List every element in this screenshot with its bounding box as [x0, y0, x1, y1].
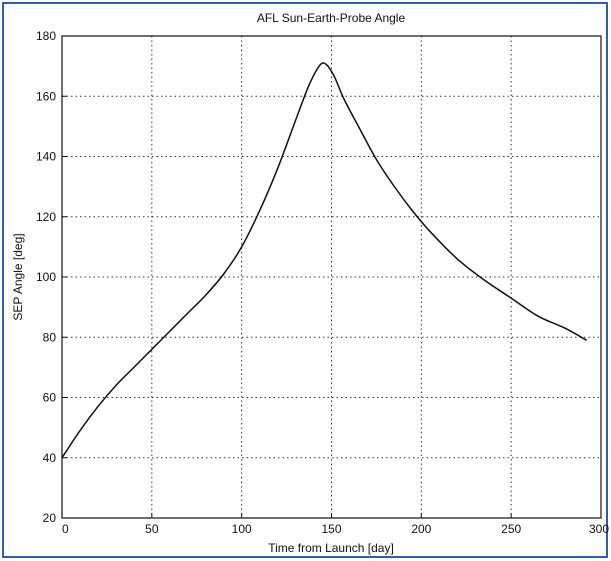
- series-line: [61, 62, 587, 459]
- x-tick-label: 200: [411, 522, 431, 536]
- x-axis-title: Time from Launch [day]: [268, 541, 394, 555]
- y-tick-label: 140: [36, 150, 56, 164]
- y-tick-label: 80: [43, 330, 57, 344]
- y-tick-label: 180: [36, 29, 56, 43]
- grid: [62, 36, 601, 518]
- chart-title: AFL Sun-Earth-Probe Angle: [257, 11, 406, 25]
- x-tick-label: 150: [321, 522, 341, 536]
- x-tick-label: 100: [232, 522, 252, 536]
- y-tick-label: 120: [36, 210, 56, 224]
- x-tick-label: 0: [62, 522, 69, 536]
- y-tick-label: 160: [36, 89, 56, 103]
- x-tick-label: 300: [589, 522, 609, 536]
- y-tick-label: 20: [43, 511, 57, 525]
- x-tick-label: 250: [501, 522, 521, 536]
- y-tick-label: 60: [43, 391, 57, 405]
- series-group: [61, 62, 587, 459]
- y-tick-label: 100: [36, 270, 56, 284]
- axis-ticks: 0 50 100 150 200 250 300 20 40 60 80 100 120 140 160 18…: [36, 29, 609, 536]
- y-tick-label: 40: [43, 451, 57, 465]
- y-axis-title: SEP Angle [deg]: [11, 233, 25, 320]
- x-tick-label: 50: [145, 522, 159, 536]
